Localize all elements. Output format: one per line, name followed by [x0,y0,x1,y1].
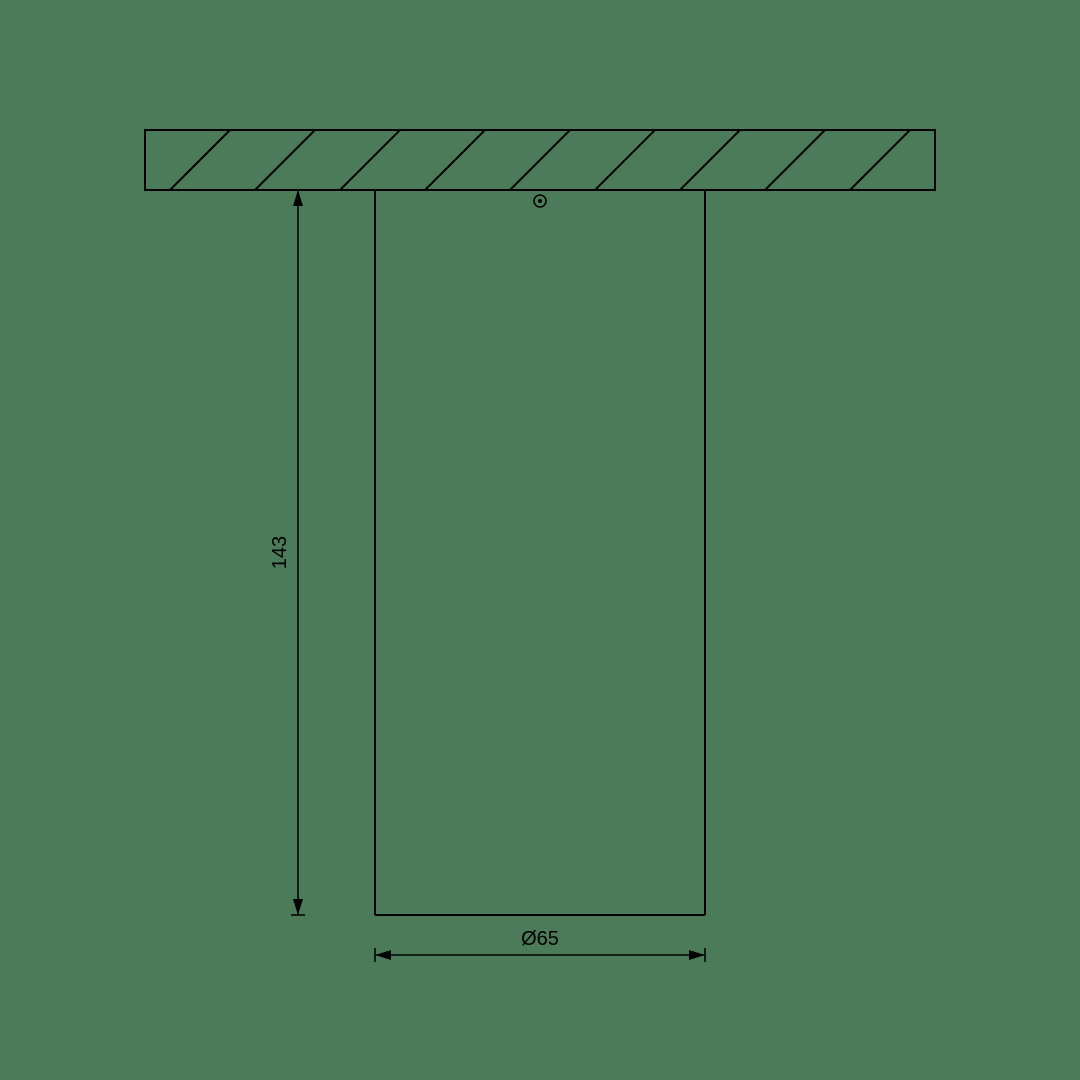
mounting-pin [534,195,546,207]
dimension-diameter-label: Ø65 [521,928,559,950]
fixture-body [375,190,705,915]
dimension-height-label: 143 [269,536,291,569]
ceiling-hatch [85,130,995,190]
dimension-height: 143 [269,190,305,915]
dimension-diameter: Ø65 [375,928,705,962]
ceiling-slab [85,130,995,190]
